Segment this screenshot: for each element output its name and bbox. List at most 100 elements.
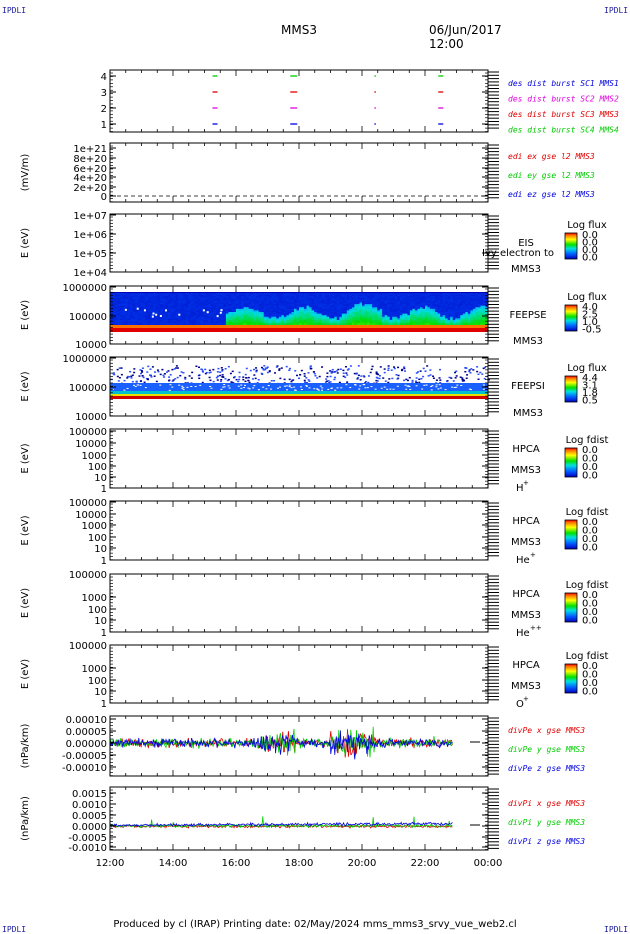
feepse-cell [251,310,255,313]
feepse-cell [402,321,406,324]
feepse-cell [354,321,358,324]
feepsi-speck [171,368,174,371]
feepse-cell [198,323,202,326]
feepse-cell [480,313,484,316]
feepse-cell [293,299,297,302]
feepse-cell [130,296,134,299]
feepse-cell [218,318,222,321]
feepse-cell [165,321,169,324]
feepse-cell [311,316,315,319]
feepse-cell [301,313,305,316]
feepse-cell [480,318,484,321]
feepsi-speck [130,375,133,378]
feepse-cell [440,323,444,326]
feepse-cell [324,323,328,326]
feepse-cell [213,294,217,297]
feepse-cell [377,313,381,316]
feepse-cell [354,294,358,297]
feepse-cell [190,316,194,319]
ytick-label-hpca-h: 1000 [82,451,107,462]
feepse-cell [251,315,255,318]
feepse-cell [475,312,479,314]
feepsi-white-speck [171,386,174,388]
feepse-cell [432,293,436,295]
feepse-cell [167,297,171,300]
feepse-cell [412,296,416,299]
feepse-cell [440,296,444,299]
feepse-cell [178,319,181,322]
feepse-cell [467,297,471,300]
feepse-cell [344,313,348,316]
feepsi-speck [188,375,191,377]
feepse-cell [117,300,121,303]
feepse-cell [331,297,335,300]
feepse-cell [185,304,189,307]
feepse-cell [341,318,345,321]
feepse-cell [419,321,423,324]
feepse-cell [329,321,333,324]
feepse-cell [268,321,272,324]
feepse-cell [309,305,312,308]
feepse-cell [306,302,310,305]
feepse-cell [397,313,401,316]
feepsi-speck [253,368,256,371]
feepse-cell [372,293,375,295]
feepse-cell [314,316,318,319]
feepse-cell [324,308,328,311]
feepse-cell [135,319,139,322]
feepse-cell [220,321,224,324]
feepse-cell [225,318,229,321]
feepse-cell [238,299,242,302]
feepse-cell [430,293,433,295]
feepse-cell [354,305,358,308]
feepse-cell [145,312,149,314]
feepse-cell [425,304,428,307]
feepse-cell [430,312,433,314]
feepsi-speck [415,382,418,384]
feepse-cell [389,318,393,321]
feepse-cell [236,312,239,314]
feepsi-speck [363,375,366,378]
feepse-cell [238,313,242,316]
feepse-cell [409,305,413,308]
instrument-name-feepsi: FEEPSI [511,381,545,392]
feepse-cell [122,310,126,313]
feepsi-speck [276,365,279,367]
feepse-cell [377,304,381,307]
feepsi-speck [369,371,372,374]
feepse-cell [414,297,418,300]
feepse-cell [258,296,262,299]
feepse-cell [442,312,446,314]
feepse-cell [251,307,255,310]
feepse-cell [409,318,413,321]
feepse-cell [404,304,408,307]
feepse-cell [417,313,421,316]
feepse-cell [160,296,164,299]
feepse-cell [299,323,302,326]
feepse-cell [457,321,461,324]
feepse-cell [455,308,459,311]
feepse-cell [341,293,345,295]
feepse-cell [417,296,421,299]
feepse-cell [472,296,476,299]
feepse-cell [200,307,204,310]
feepse-cell [419,294,423,297]
feepse-cell [140,312,144,314]
feepsi-white-speck [470,389,473,391]
feepse-cell [203,305,207,308]
feepse-cell [367,308,370,311]
feepse-cell [470,300,474,303]
feepse-cell [213,310,217,313]
feepse-cell [117,296,121,299]
feepse-cell [351,296,355,299]
feepse-cell [354,300,358,303]
feepse-cell [220,323,224,326]
feepsi-white-speck [237,385,240,387]
feepse-cell [175,296,179,299]
feepse-cell [445,300,449,303]
feepse-cell [276,294,280,297]
feepse-cell [296,323,300,326]
feepse-cell [157,302,161,305]
feepse-cell [392,308,396,311]
feepse-cell [455,302,459,305]
